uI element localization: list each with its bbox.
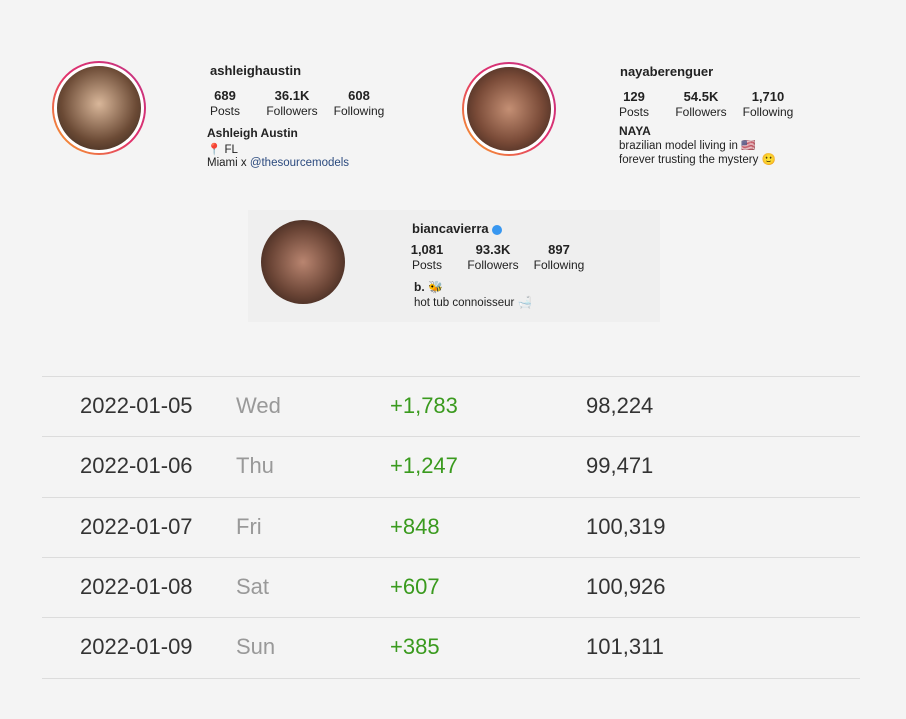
stat-value: 689 [214,88,236,103]
change-cell: +607 [390,573,440,599]
avatar[interactable] [261,220,345,304]
date-cell: 2022-01-05 [80,393,193,418]
bio-text: Miami x [207,157,250,169]
table-bottom-border [42,677,860,679]
total-cell: 99,471 [586,453,654,479]
username[interactable]: nayaberenguer [620,64,714,79]
change-cell: +848 [390,513,440,539]
day-cell: Wed [236,393,281,418]
day-cell: Sat [236,573,270,599]
total-cell: 100,319 [586,513,666,539]
table-row: 2022-01-07 Fri +848 100,319 [42,496,860,558]
stat-label: Posts [209,104,240,118]
stat-label: Following [742,105,794,119]
stat-value: 36.1K [274,88,310,103]
stat-label: Followers [467,258,519,272]
avatar[interactable] [54,63,144,153]
bio-line: hot tub connoisseur 🛁 [414,297,532,309]
date-cell: 2022-01-09 [80,634,193,660]
stat-value: 54.5K [683,89,719,104]
date-cell: 2022-01-07 [80,513,193,539]
bio-line: forever trusting the mystery 🙂 [619,154,776,166]
display-name: NAYA [619,124,651,138]
bio-line: Miami x @thesourcemodels [207,157,349,169]
day-cell: Thu [236,453,274,479]
table-row: 2022-01-09 Sun +385 101,311 [42,617,860,678]
day-cell: Sun [236,634,276,660]
stat-value: 608 [348,88,370,103]
bio-line: brazilian model living in 🇺🇸 [619,140,756,152]
stat-value: 93.3K [475,242,511,257]
table-row: 2022-01-08 Sat +607 100,926 [42,556,860,618]
total-cell: 100,926 [586,573,666,599]
stat-label: Posts [411,258,442,272]
username-text: biancavierra [412,221,489,236]
avatar-ring [462,62,556,156]
stat-label: Posts [618,105,649,119]
stat-label: Following [333,104,385,118]
display-name: Ashleigh Austin [207,126,298,140]
change-cell: +1,783 [390,393,458,418]
total-cell: 98,224 [586,393,654,418]
table-row: 2022-01-06 Thu +1,247 99,471 [42,436,860,497]
date-cell: 2022-01-06 [80,453,193,479]
stat-value: 1,081 [410,242,444,257]
stat-value: 129 [623,89,645,104]
stat-label: Followers [675,105,727,119]
stat-label: Followers [266,104,318,118]
avatar-ring [52,61,146,155]
username[interactable]: biancavierra [412,221,503,236]
table-row: 2022-01-05 Wed +1,783 98,224 [42,376,860,437]
day-cell: Fri [236,513,262,539]
change-cell: +385 [390,634,440,660]
bio-link[interactable]: @thesourcemodels [249,157,350,169]
avatar[interactable] [464,64,554,154]
total-cell: 101,311 [586,634,664,660]
date-cell: 2022-01-08 [80,573,193,599]
username[interactable]: ashleighaustin [210,63,302,78]
stat-label: Following [533,258,585,272]
stat-value: 1,710 [751,89,785,104]
bio-line: 📍 FL [207,144,238,156]
display-name: b. 🐝 [414,280,443,294]
change-cell: +1,247 [390,453,458,479]
verified-badge [492,224,503,235]
stat-value: 897 [548,242,570,257]
